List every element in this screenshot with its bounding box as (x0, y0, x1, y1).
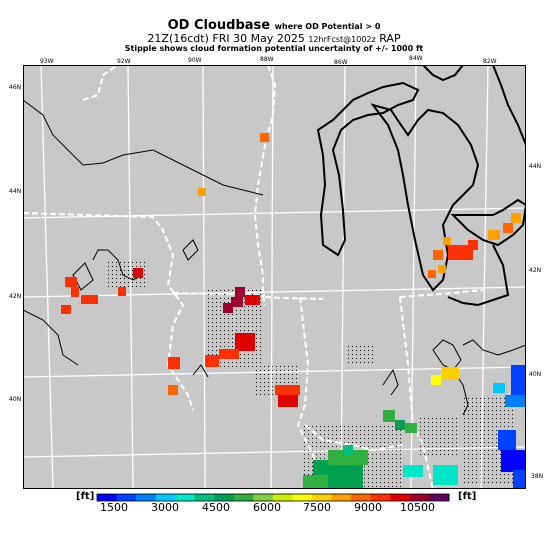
colorbar-swatch (292, 494, 313, 501)
title-text: OD Cloudbase (167, 18, 271, 33)
lon-label: 88W (260, 56, 274, 63)
title-note: where OD Potential > 0 (274, 22, 381, 31)
colorbar-swatch (155, 494, 176, 501)
colorbar-swatch (409, 494, 430, 501)
run-info: 12hrFcst@1002z (308, 35, 376, 44)
colorbar-tick-label: 4500 (202, 501, 230, 514)
colorbar-swatch (116, 494, 137, 501)
colorbar-swatch (312, 494, 333, 501)
colorbar-tick-label: 6000 (253, 501, 281, 514)
colorbar-swatch (331, 494, 352, 501)
lat-label-right: 42N (529, 267, 542, 274)
lat-label-right: 44N (529, 163, 542, 170)
lon-label: 93W (40, 58, 54, 65)
colorbar-swatch (97, 494, 118, 501)
colorbar-swatch (233, 494, 254, 501)
model-name: RAP (379, 32, 401, 45)
map-frame (23, 65, 526, 489)
colorbar-frame (96, 493, 450, 502)
colorbar-swatch (214, 494, 235, 501)
lat-label-right: 38N (531, 473, 544, 480)
run-date: FRI 30 May 2025 (212, 32, 305, 45)
coastlines (316, 65, 526, 307)
colorbar-tick-label: 9000 (354, 501, 382, 514)
lat-label-left: 44N (9, 188, 22, 195)
colorbar-tick-label: 7500 (303, 501, 331, 514)
colorbar-unit-left: [ft] (76, 491, 95, 502)
colorbar-swatch (175, 494, 196, 501)
lat-label-left: 42N (9, 293, 22, 300)
colorbar-swatch (370, 494, 391, 501)
colorbar-swatch (429, 494, 450, 501)
run-time: 21Z(16cdt) (147, 32, 209, 45)
lon-label: 84W (409, 55, 423, 62)
colorbar-swatch (351, 494, 372, 501)
chart-title: OD Cloudbase where OD Potential > 0 (0, 18, 548, 33)
cloudbase-cells (61, 133, 526, 489)
colorbar-swatch (273, 494, 294, 501)
map-panel (23, 65, 526, 489)
colorbar-tick-label: 10500 (400, 501, 435, 514)
lat-label-left: 40N (9, 396, 22, 403)
graticule (23, 65, 526, 489)
colorbar-unit-right: [ft] (458, 491, 477, 502)
colorbar (96, 493, 450, 502)
colorbar-tick-label: 1500 (100, 501, 128, 514)
colorbar-tick-label: 3000 (151, 501, 179, 514)
colorbar-swatch (253, 494, 274, 501)
colorbar-swatch (194, 494, 215, 501)
lon-label: 90W (188, 57, 202, 64)
lon-label: 82W (483, 58, 497, 65)
lon-label: 86W (334, 59, 348, 66)
run-info-line: 21Z(16cdt) FRI 30 May 2025 12hrFcst@1002… (0, 32, 548, 45)
colorbar-swatch (390, 494, 411, 501)
lat-label-right: 40N (529, 371, 542, 378)
subtitle: Stipple shows cloud formation potential … (124, 44, 424, 53)
lat-label-left: 46N (9, 84, 22, 91)
lon-label: 92W (117, 58, 131, 65)
colorbar-swatch (136, 494, 157, 501)
